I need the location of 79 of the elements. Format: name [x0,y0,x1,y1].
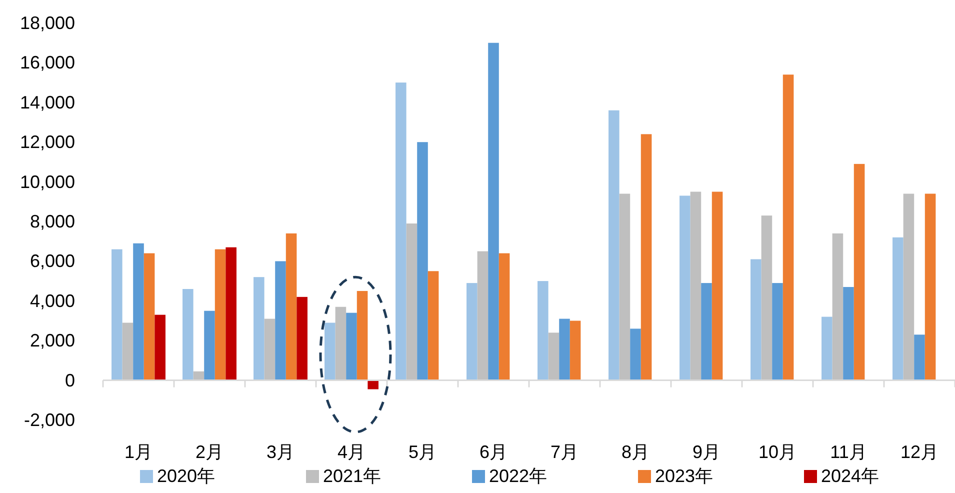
x-tick-label: 7月 [550,442,579,462]
bar [892,237,904,380]
bar [701,283,712,380]
bar [296,296,308,380]
bar [417,142,428,380]
y-tick-label: 16,000 [20,52,75,73]
legend-label: 2023年 [655,466,714,486]
bar [286,233,297,380]
bar [335,306,346,380]
y-tick-label: 2,000 [30,330,75,351]
y-tick-label: 4,000 [30,290,75,311]
bar [204,310,215,380]
x-tick-label: 3月 [266,442,295,462]
bar [396,82,406,380]
x-tick-label: 6月 [479,442,508,462]
bar [466,283,478,380]
bar [254,277,264,380]
bar [275,261,286,380]
bar [498,253,510,380]
bar [144,253,155,380]
bar [356,290,368,380]
bar [559,318,570,380]
bar [843,287,854,380]
x-tick-label: 9月 [692,442,721,462]
bar [772,283,783,380]
bar [214,249,226,380]
y-tick-label: 8,000 [30,212,75,232]
bar [712,192,723,380]
x-tick-label: 8月 [621,442,650,462]
bar [570,320,581,380]
x-tick-label: 1月 [124,442,153,462]
bar [630,328,641,380]
legend-label: 2021年 [323,466,382,486]
bar [133,243,144,380]
x-tick-label: 5月 [408,442,437,462]
bar [914,334,925,380]
bar [368,380,378,390]
bar [608,110,620,380]
y-tick-label: 18,000 [20,13,75,33]
y-tick-label: 6,000 [30,251,75,272]
bar [324,322,336,380]
bar [750,259,762,380]
bar [122,322,134,380]
bar [346,312,357,380]
bar [903,194,914,380]
x-tick-label: 4月 [337,442,366,462]
bar [264,318,276,380]
y-tick-label: -2,000 [24,410,75,430]
bar [488,42,499,380]
bar [619,194,630,380]
x-tick-label: 12月 [900,442,939,462]
bar [226,247,236,380]
bar [538,281,548,380]
bar [154,314,166,380]
x-tick-label: 10月 [758,442,797,462]
bar [854,164,865,380]
bar [761,216,772,380]
bar [640,134,652,380]
bar [182,288,194,380]
y-tick-label: 0 [64,370,75,390]
bar [924,194,936,380]
y-tick-label: 12,000 [20,132,75,152]
x-tick-label: 2月 [195,442,224,462]
bar [406,223,418,380]
bar [822,316,832,380]
bar [680,196,690,380]
legend-label: 2024年 [821,466,880,486]
legend-label: 2022年 [489,466,548,486]
y-tick-label: 14,000 [20,92,75,112]
bar [782,74,794,380]
bar [690,192,702,380]
bar [832,233,844,380]
bar [477,251,488,380]
bar [428,271,439,380]
legend-label: 2020年 [157,466,216,486]
bar [548,332,560,380]
bar [112,249,122,380]
x-tick-label: 11月 [830,442,867,462]
y-tick-label: 10,000 [20,172,75,192]
